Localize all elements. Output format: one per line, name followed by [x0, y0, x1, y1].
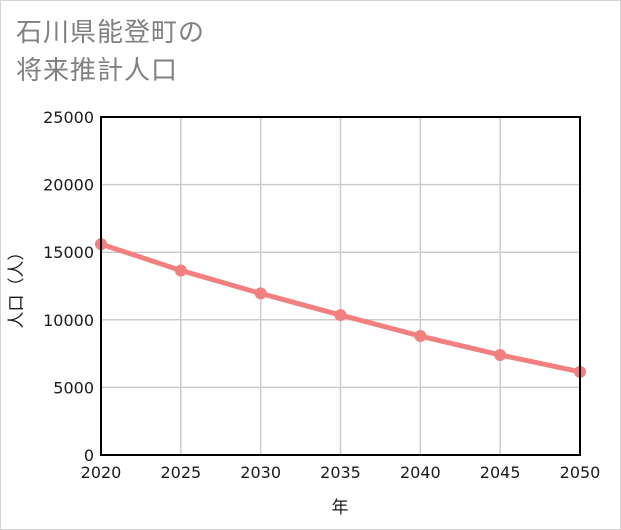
chart-title-line1: 石川県能登町の	[16, 18, 206, 48]
x-tick-label: 2020	[81, 463, 122, 482]
y-tick-label: 10000	[43, 311, 94, 330]
y-tick-label: 25000	[43, 108, 94, 127]
chart-title: 石川県能登町の 将来推計人口	[16, 14, 205, 90]
y-tick-label: 0	[84, 446, 94, 465]
chart-title-line2: 将来推計人口	[16, 56, 179, 86]
x-tick-label: 2035	[320, 463, 361, 482]
x-tick-label: 2025	[160, 463, 201, 482]
plot-area-border	[100, 116, 581, 456]
x-tick-label: 2045	[480, 463, 521, 482]
data-point[interactable]	[494, 348, 507, 361]
x-tick-label: 2040	[400, 463, 441, 482]
y-tick-label: 5000	[53, 378, 94, 397]
data-point[interactable]	[254, 287, 267, 300]
x-tick-label: 2050	[560, 463, 601, 482]
y-tick-labels: 0 5000 10000 15000 20000 25000	[43, 108, 94, 465]
data-point[interactable]	[414, 330, 427, 343]
series-group	[95, 238, 586, 378]
y-axis-title: 人口（人）	[7, 244, 27, 329]
data-point[interactable]	[174, 264, 187, 277]
y-tick-label: 15000	[43, 243, 94, 262]
x-tick-labels: 2020 2025 2030 2035 2040 2045 2050	[81, 463, 601, 482]
data-point[interactable]	[334, 309, 347, 322]
x-tick-label: 2030	[240, 463, 281, 482]
grid-lines	[100, 116, 581, 456]
x-axis-title: 年	[332, 498, 349, 518]
y-tick-label: 20000	[43, 176, 94, 195]
